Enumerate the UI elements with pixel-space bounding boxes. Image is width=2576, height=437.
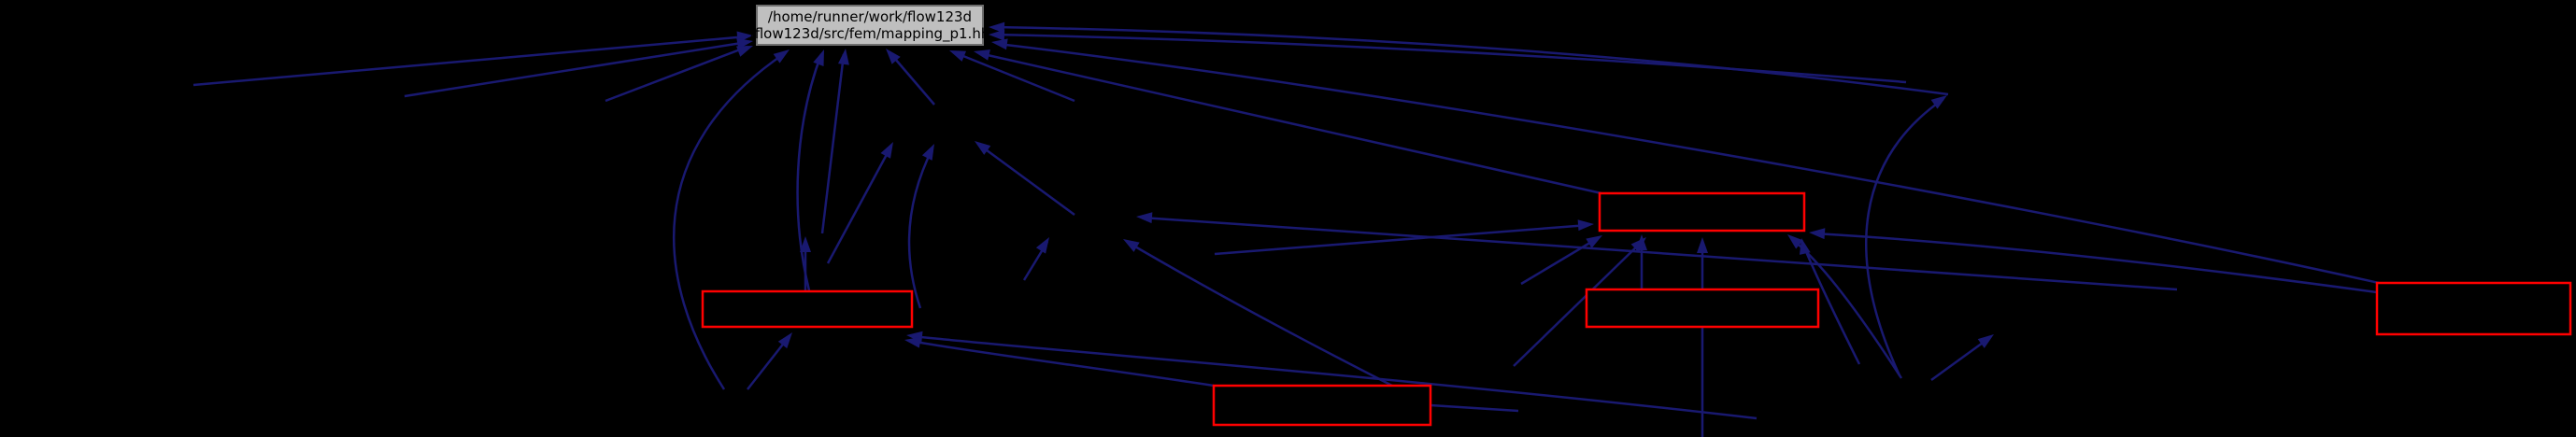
edge-arrowhead-icon: [1630, 237, 1646, 253]
edge-arrowhead-icon: [1787, 234, 1803, 249]
truncated-node-box[interactable]: [2375, 281, 2572, 336]
edge-arrowhead-icon: [880, 142, 893, 159]
include-edge: [747, 336, 790, 390]
edge-arrowhead-icon: [813, 49, 824, 67]
graph-node-includer-5[interactable]: [2375, 281, 2572, 336]
include-edge: [978, 51, 1602, 195]
truncated-node-box[interactable]: [1212, 384, 1432, 427]
include-edge: [978, 143, 1075, 217]
include-edge: [820, 53, 846, 234]
include-edge: [953, 50, 1075, 103]
include-edge: [1801, 244, 1861, 365]
include-edge: [907, 148, 934, 309]
edge-arrowhead-icon: [1809, 228, 1826, 240]
edge-arrowhead-icon: [974, 49, 990, 61]
include-edge: [605, 45, 748, 103]
edge-arrowhead-icon: [886, 49, 901, 64]
edge-arrowhead-icon: [735, 46, 753, 57]
edge-arrowhead-icon: [1136, 212, 1153, 224]
include-edge: [993, 25, 1949, 96]
edge-arrowhead-icon: [989, 29, 1005, 41]
graph-node-includer-3[interactable]: [1585, 288, 1820, 329]
current-file-node-box[interactable]: [756, 5, 984, 46]
edge-arrowhead-icon: [777, 332, 792, 349]
edge-arrowhead-icon: [1586, 235, 1602, 248]
truncated-node-box[interactable]: [1585, 288, 1820, 329]
include-edge: [826, 147, 892, 264]
edge-arrowhead-icon: [1123, 239, 1140, 252]
include-edge: [997, 42, 2380, 285]
include-edge: [889, 51, 935, 106]
edge-arrowhead-icon: [1697, 237, 1708, 253]
include-edge: [909, 339, 1215, 388]
edge-arrowhead-icon: [991, 38, 1008, 50]
edge-arrowhead-icon: [989, 21, 1005, 34]
edge-arrowhead-icon: [1799, 238, 1811, 255]
include-edge: [192, 35, 748, 87]
edge-arrowhead-icon: [949, 50, 967, 62]
include-edge: [404, 40, 748, 98]
include-edge: [1214, 223, 1589, 256]
edge-arrowhead-icon: [975, 141, 991, 155]
edge-arrowhead-icon: [921, 144, 934, 161]
edge-arrowhead-icon: [1930, 95, 1947, 109]
graph-node-includer-4[interactable]: [1212, 384, 1432, 427]
truncated-node-box[interactable]: [701, 289, 914, 329]
graph-node-includer-1[interactable]: [1598, 191, 1806, 233]
include-edge: [673, 51, 786, 390]
include-edge: [1930, 336, 1990, 382]
include-edge: [1520, 236, 1599, 286]
edge-arrowhead-icon: [773, 49, 790, 63]
edge-arrowhead-icon: [904, 336, 921, 348]
edge-arrowhead-icon: [1035, 237, 1049, 254]
graph-node-current-file[interactable]: /home/runner/work/flow123d/flow123d/src/…: [750, 5, 990, 46]
include-edge: [1430, 403, 1519, 413]
edge-arrowhead-icon: [1577, 219, 1594, 232]
edge-arrowhead-icon: [800, 236, 811, 252]
include-edge: [993, 33, 1907, 84]
include-edge: [1513, 241, 1643, 367]
truncated-node-box[interactable]: [1598, 191, 1806, 233]
include-edge: [1814, 232, 2378, 294]
include-edge: [1865, 97, 1944, 376]
edge-arrowhead-icon: [1977, 334, 1994, 348]
graph-node-includer-2[interactable]: [701, 289, 914, 329]
edge-arrowhead-icon: [837, 49, 849, 65]
include-edge: [911, 334, 1758, 420]
include-edge: [796, 53, 823, 291]
include-edge: [1128, 241, 1393, 388]
include-edge: [1141, 216, 2178, 291]
current-file-path-line: /home/runner/work/flow123d: [768, 8, 972, 25]
current-file-path-line: /flow123d/src/fem/mapping_p1.hh: [750, 25, 990, 43]
